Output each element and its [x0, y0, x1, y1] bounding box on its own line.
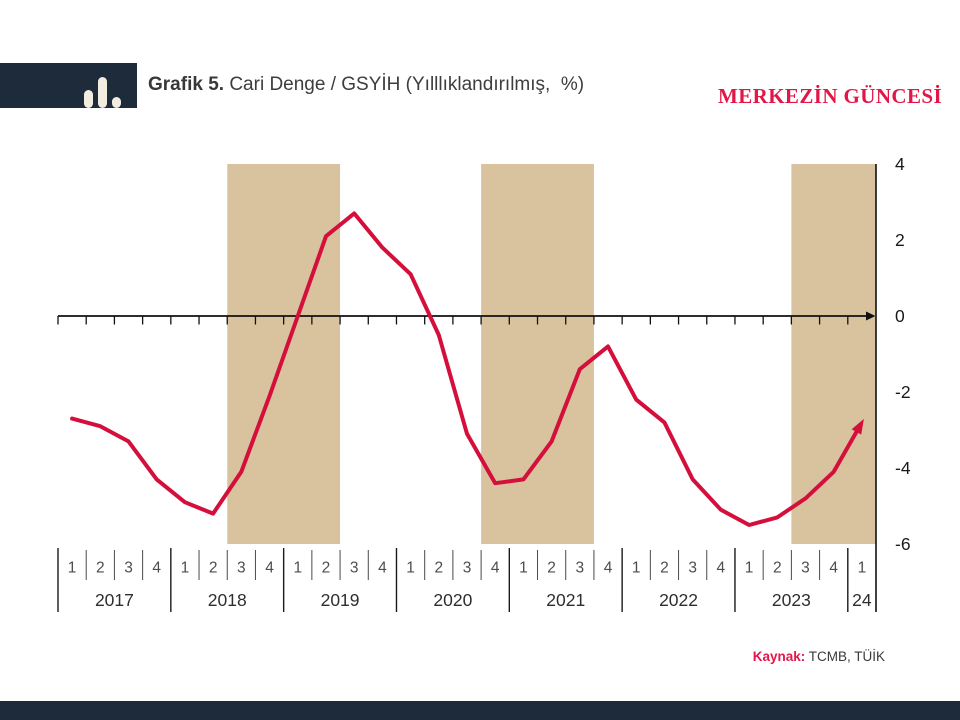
source-text: TCMB, TÜİK: [805, 649, 885, 664]
quarter-label: 1: [293, 560, 302, 577]
series-line: [70, 211, 860, 527]
quarter-label: 4: [152, 560, 161, 577]
chart-title: Grafik 5. Cari Denge / GSYİH (Yılllıklan…: [148, 74, 584, 96]
quarter-label: 3: [688, 560, 697, 577]
chart-logo-box: [0, 63, 137, 108]
year-label: 2023: [772, 590, 811, 610]
quarter-label: 3: [801, 560, 810, 577]
quarter-label: 4: [378, 560, 387, 577]
quarter-label: 1: [632, 560, 641, 577]
quarter-label: 4: [717, 560, 726, 577]
quarter-label: 4: [491, 560, 500, 577]
quarter-label: 3: [124, 560, 133, 577]
quarter-label: 1: [181, 560, 190, 577]
shaded-period-band: [481, 164, 594, 544]
quarter-label: 2: [209, 560, 218, 577]
y-tick-label: -6: [895, 534, 911, 554]
quarter-label: 1: [745, 560, 754, 577]
year-label: 2019: [321, 590, 360, 610]
y-tick-label: 0: [895, 306, 905, 326]
year-label: 2020: [433, 590, 472, 610]
source-label: Kaynak:: [752, 649, 806, 664]
quarter-label: 4: [265, 560, 274, 577]
quarter-label: 2: [660, 560, 669, 577]
chart-title-text: Cari Denge / GSYİH (Yılllıklandırılmış, …: [224, 74, 585, 95]
y-tick-label: -4: [895, 458, 911, 478]
x-axis-arrow: [866, 311, 876, 321]
quarter-label: 3: [237, 560, 246, 577]
year-label: 2022: [659, 590, 698, 610]
brand-logo-text: MERKEZİN GÜNCESİ: [718, 84, 943, 108]
year-label: 24: [852, 590, 872, 610]
year-label: 2021: [546, 590, 585, 610]
quarter-label: 4: [829, 560, 838, 577]
quarter-label: 1: [406, 560, 415, 577]
shaded-period-band: [791, 164, 876, 544]
quarter-label: 3: [350, 560, 359, 577]
quarter-label: 3: [576, 560, 585, 577]
quarter-label: 2: [547, 560, 556, 577]
year-label: 2018: [208, 590, 247, 610]
source-note: Kaynak: TCMB, TÜİK: [753, 649, 885, 664]
y-tick-label: 2: [895, 230, 905, 250]
y-tick-label: -2: [895, 382, 911, 402]
footer-bar: [0, 701, 960, 720]
chart-title-number: Grafik 5.: [148, 74, 225, 95]
quarter-label: 2: [434, 560, 443, 577]
quarter-label: 1: [519, 560, 528, 577]
quarter-label: 1: [858, 560, 867, 577]
quarter-label: 1: [68, 560, 77, 577]
series-arrowhead: [851, 418, 864, 435]
quarter-label: 3: [463, 560, 472, 577]
quarter-label: 2: [96, 560, 105, 577]
quarter-label: 4: [604, 560, 613, 577]
y-tick-label: 4: [895, 154, 905, 174]
bar-chart-icon: [84, 77, 121, 108]
quarter-label: 2: [773, 560, 782, 577]
year-label: 2017: [95, 590, 134, 610]
quarter-label: 2: [322, 560, 331, 577]
